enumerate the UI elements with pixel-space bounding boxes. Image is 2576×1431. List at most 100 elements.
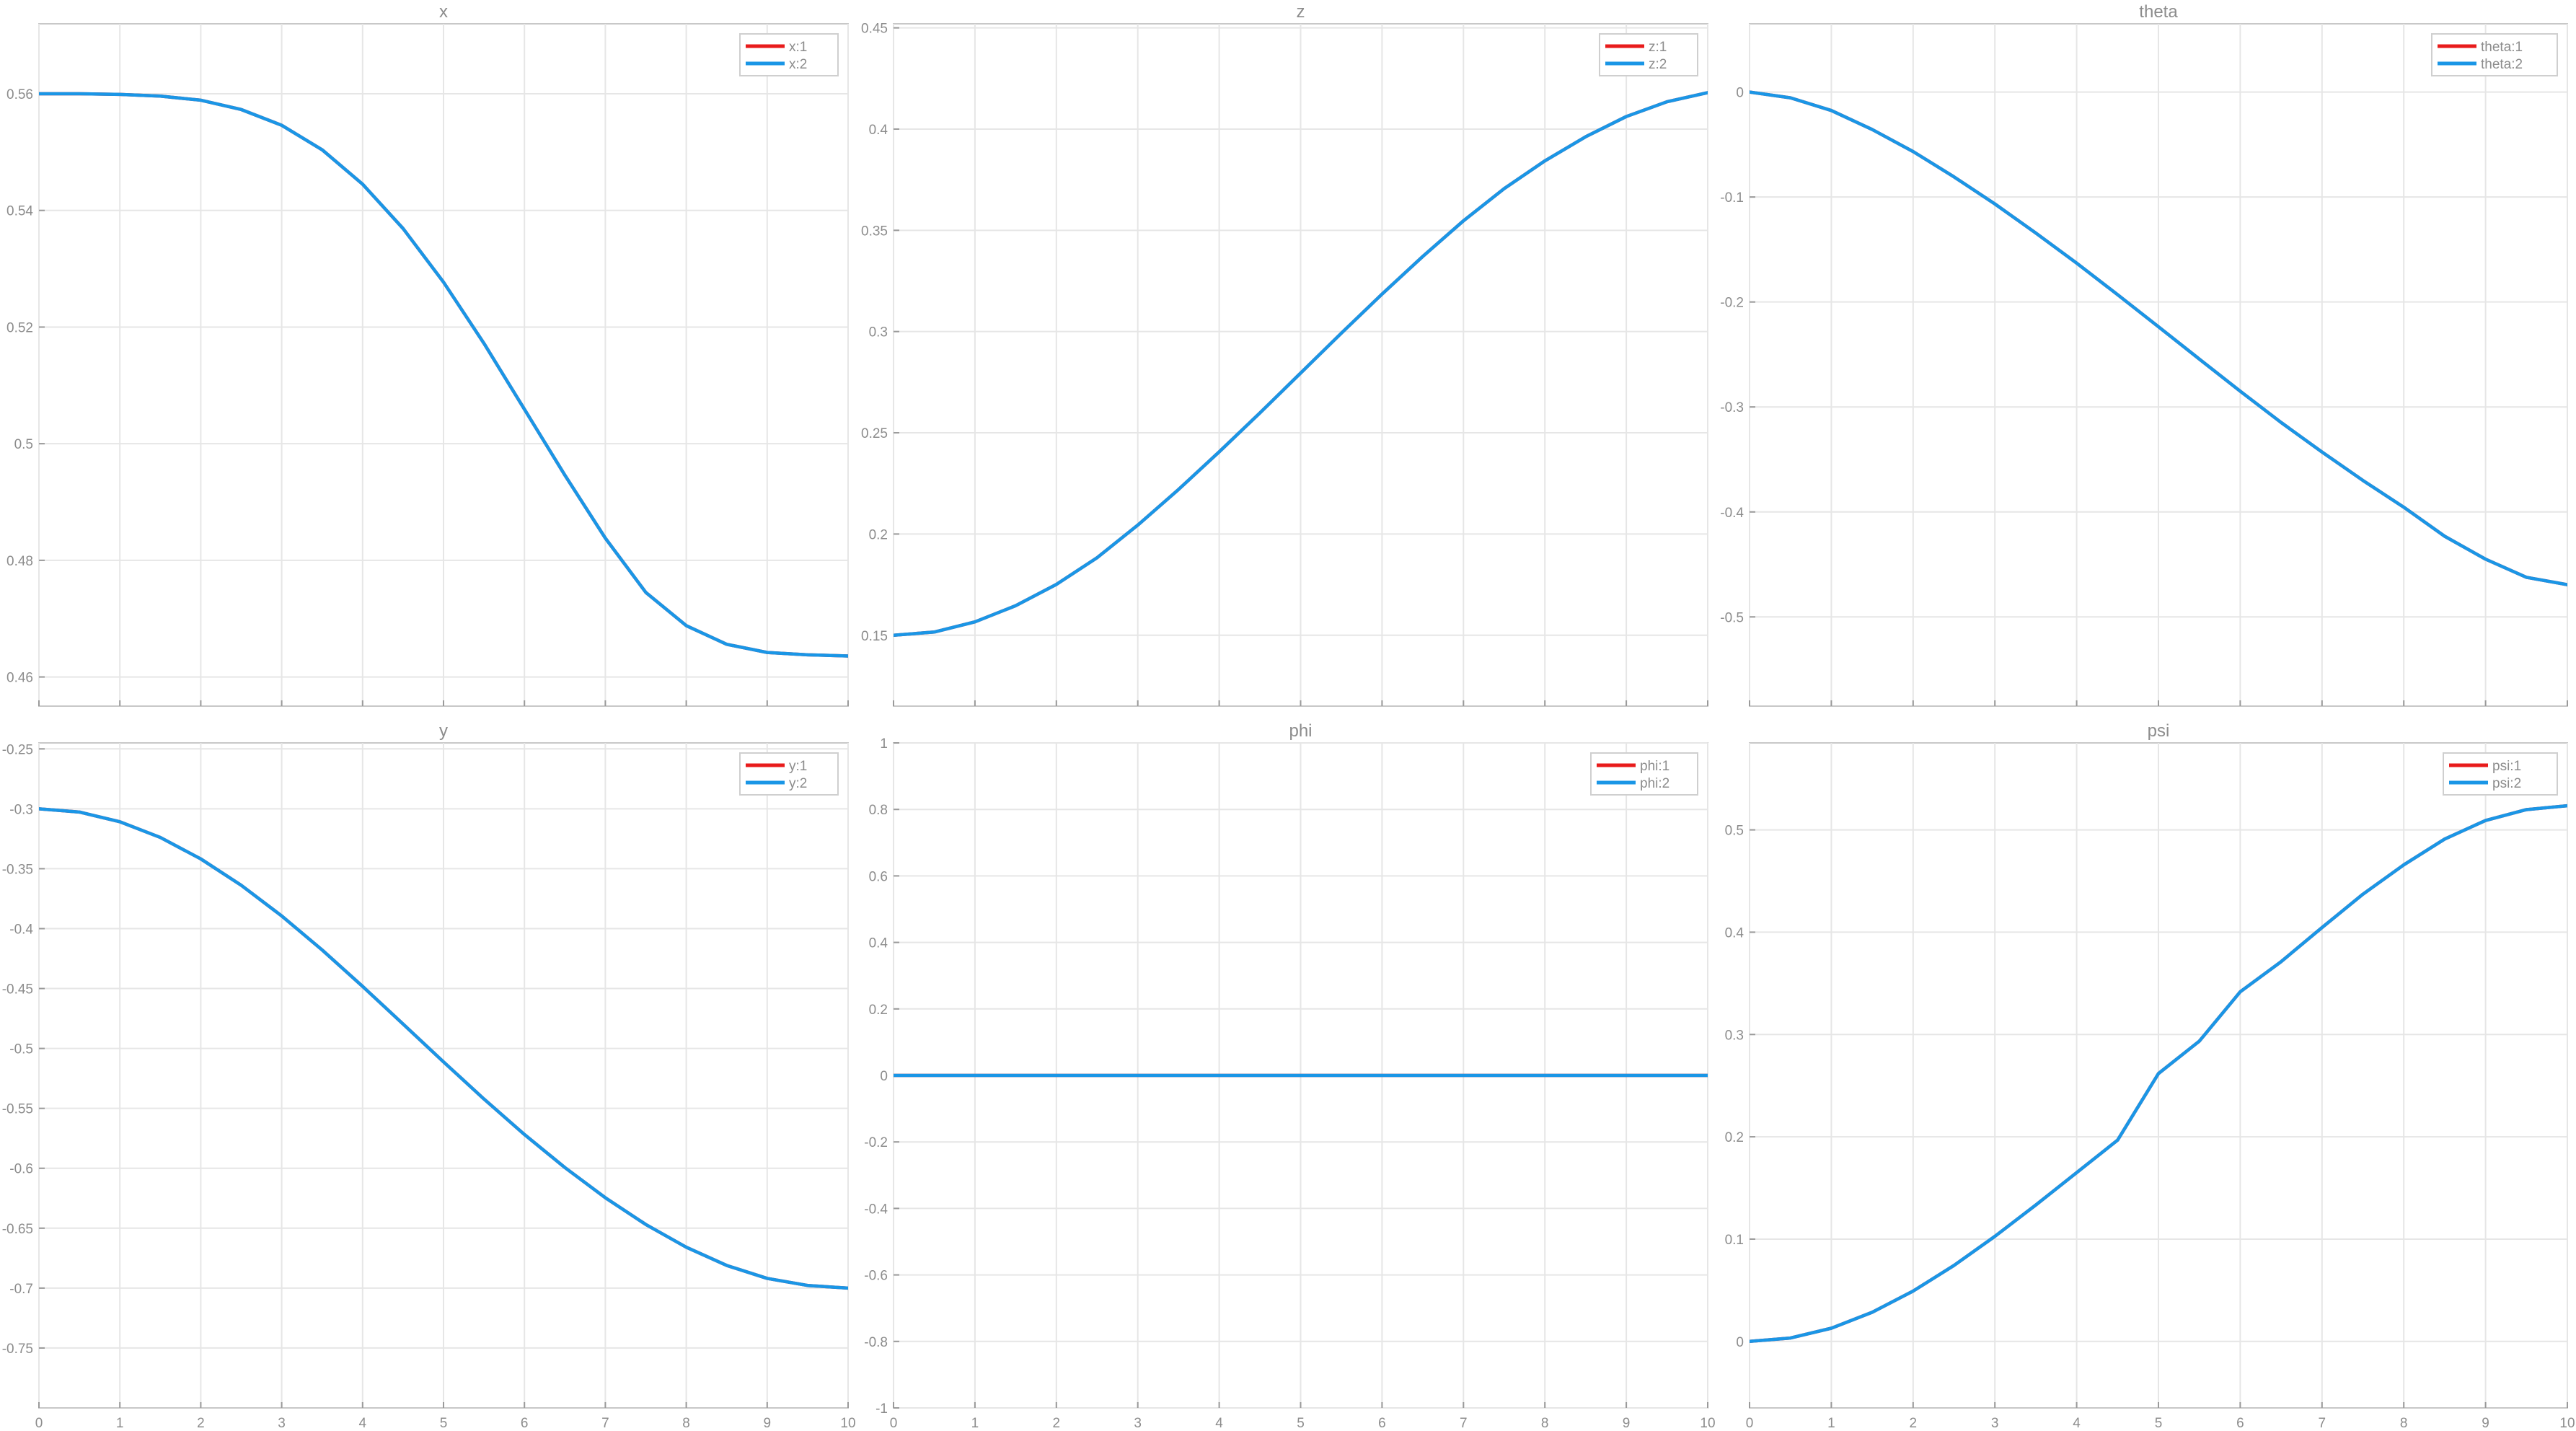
y-x-tick-label: 1 <box>116 1416 124 1431</box>
psi-2-legend-label: psi:2 <box>2492 776 2521 791</box>
phi-y-tick-label: 0.2 <box>869 1003 888 1018</box>
y-y-tick-label: -0.75 <box>2 1342 33 1357</box>
y-2-series-line <box>39 807 848 1290</box>
phi-x-tick-label: 9 <box>1623 1416 1631 1431</box>
psi-x-tick-label: 6 <box>2236 1416 2244 1431</box>
phi-x-tick-label: 2 <box>1053 1416 1061 1431</box>
theta-2-series-line <box>1750 90 2567 586</box>
z-y-tick-label: 0.45 <box>861 22 888 37</box>
theta-2-legend-label: theta:2 <box>2481 57 2523 72</box>
x-legend: x:1x:2 <box>739 33 839 76</box>
y-x-tick-label: 5 <box>440 1416 448 1431</box>
z-y-tick-label: 0.15 <box>861 629 888 644</box>
phi-x-tick-label: 0 <box>890 1416 898 1431</box>
z-legend: z:1z:2 <box>1599 33 1698 76</box>
y-y-tick-label: -0.7 <box>9 1282 33 1297</box>
y-x-tick-label: 10 <box>840 1416 855 1431</box>
phi-x-tick-label: 4 <box>1215 1416 1223 1431</box>
psi-x-tick-label: 5 <box>2155 1416 2163 1431</box>
y-x-tick-label: 3 <box>278 1416 286 1431</box>
theta-y-tick-label: -0.1 <box>1720 190 1744 206</box>
x-y-tick-label: 0.52 <box>6 320 33 335</box>
y-y-tick-label: -0.3 <box>9 802 33 817</box>
psi-legend: psi:1 psi:2 <box>2443 752 2558 796</box>
axes-psi-plot: 0 1 2 3 4 5 6 7 8 9 1000.10.20.30.40.5psipsi:1psi:… <box>1725 721 2575 1431</box>
x-y-tick-label: 0.56 <box>6 87 33 102</box>
phi-chart-title: phi <box>1289 721 1312 741</box>
phi-y-tick-label: 0 <box>880 1069 888 1084</box>
phi-x-tick-label: 3 <box>1134 1416 1142 1431</box>
psi-legend-box <box>2443 752 2558 796</box>
phi-x-tick-label: 7 <box>1460 1416 1468 1431</box>
y-y-tick-label: -0.65 <box>2 1222 33 1237</box>
z-y-tick-label: 0.3 <box>869 325 888 340</box>
axes-phi-plot: 0 1 2 3 4 5 6 7 8 9 10 -1 -0.8 -0.6 -0.4 -0.2 0 0.2 0.4 0.6… <box>864 721 1715 1431</box>
y-legend: y:1y:2 <box>739 752 839 796</box>
y-x-tick-label: 8 <box>682 1416 690 1431</box>
y-x-tick-label: 4 <box>359 1416 367 1431</box>
phi-y-tick-label: -0.2 <box>864 1135 888 1150</box>
psi-x-tick-label: 3 <box>1991 1416 1999 1431</box>
y-y-tick-label: -0.35 <box>2 862 33 877</box>
z-2-legend-label: z:2 <box>1649 57 1667 72</box>
psi-x-tick-label: 4 <box>2073 1416 2081 1431</box>
z-2-series-line <box>894 91 1708 637</box>
psi-y-tick-label: 0.3 <box>1725 1028 1744 1043</box>
phi-2-legend-label: phi:2 <box>1640 776 1669 791</box>
z-y-tick-label: 0.25 <box>861 426 888 441</box>
y-y-tick-label: -0.5 <box>9 1042 33 1057</box>
psi-y-tick-label: 0.5 <box>1725 824 1744 839</box>
phi-y-tick-label: -0.8 <box>864 1335 888 1350</box>
theta-legend: theta:1 theta:2 <box>2431 33 2558 76</box>
x-1-legend-label: x:1 <box>789 40 807 55</box>
phi-1-legend-label: phi:1 <box>1640 759 1669 774</box>
phi-legend: phi:1 phi:2 <box>1590 752 1698 796</box>
theta-1-legend-label: theta:1 <box>2481 40 2523 55</box>
x-2-series-line <box>39 92 848 658</box>
phi-x-tick-label: 5 <box>1297 1416 1305 1431</box>
psi-1-legend-label: psi:1 <box>2492 759 2521 774</box>
psi-y-tick-label: 0.4 <box>1725 925 1744 941</box>
theta-legend-box <box>2431 33 2558 76</box>
phi-x-tick-label: 1 <box>971 1416 979 1431</box>
phi-y-tick-label: -0.4 <box>864 1202 888 1217</box>
axes-theta-plot: -0.5 -0.4 -0.3 -0.2 -0.1 0 theta theta:1 theta:2 <box>1720 2 2568 707</box>
phi-y-tick-label: -1 <box>875 1401 888 1417</box>
z-1-legend-label: z:1 <box>1649 40 1667 55</box>
y-y-tick-label: -0.6 <box>9 1162 33 1177</box>
y-x-tick-label: 9 <box>764 1416 772 1431</box>
psi-x-tick-label: 10 <box>2559 1416 2575 1431</box>
psi-x-tick-label: 8 <box>2400 1416 2408 1431</box>
x-legend-box <box>739 33 839 76</box>
psi-y-tick-label: 0.1 <box>1725 1233 1744 1248</box>
z-y-tick-label: 0.4 <box>869 123 888 138</box>
phi-y-tick-label: 0.6 <box>869 869 888 884</box>
phi-y-tick-label: 0.8 <box>869 803 888 818</box>
phi-x-tick-label: 8 <box>1541 1416 1549 1431</box>
y-y-tick-label: -0.55 <box>2 1102 33 1117</box>
y-2-legend-label: y:2 <box>789 776 807 791</box>
phi-y-tick-label: 1 <box>880 736 888 752</box>
x-y-tick-label: 0.46 <box>6 671 33 686</box>
psi-x-tick-label: 2 <box>1910 1416 1918 1431</box>
psi-y-tick-label: 0.2 <box>1725 1130 1744 1145</box>
theta-chart-title: theta <box>2139 2 2178 22</box>
x-chart-title: x <box>439 2 448 22</box>
z-y-tick-label: 0.35 <box>861 224 888 239</box>
y-y-tick-label: -0.4 <box>9 922 33 937</box>
y-x-tick-label: 2 <box>197 1416 205 1431</box>
y-x-tick-label: 7 <box>601 1416 609 1431</box>
psi-x-tick-label: 9 <box>2482 1416 2489 1431</box>
phi-x-tick-label: 6 <box>1378 1416 1386 1431</box>
phi-y-tick-label: -0.6 <box>864 1269 888 1284</box>
z-y-tick-label: 0.2 <box>869 527 888 542</box>
z-legend-box <box>1599 33 1698 76</box>
x-y-tick-label: 0.54 <box>6 204 33 219</box>
theta-y-tick-label: -0.4 <box>1720 506 1744 521</box>
psi-y-tick-label: 0 <box>1736 1335 1744 1350</box>
theta-y-tick-label: 0 <box>1736 86 1744 101</box>
axes-y-plot: 0 1 2 3 4 5 6 7 8 9 10 -0.75 -0.7 -0.65 -0.6 -0.55 -0.5 -… <box>2 721 856 1431</box>
